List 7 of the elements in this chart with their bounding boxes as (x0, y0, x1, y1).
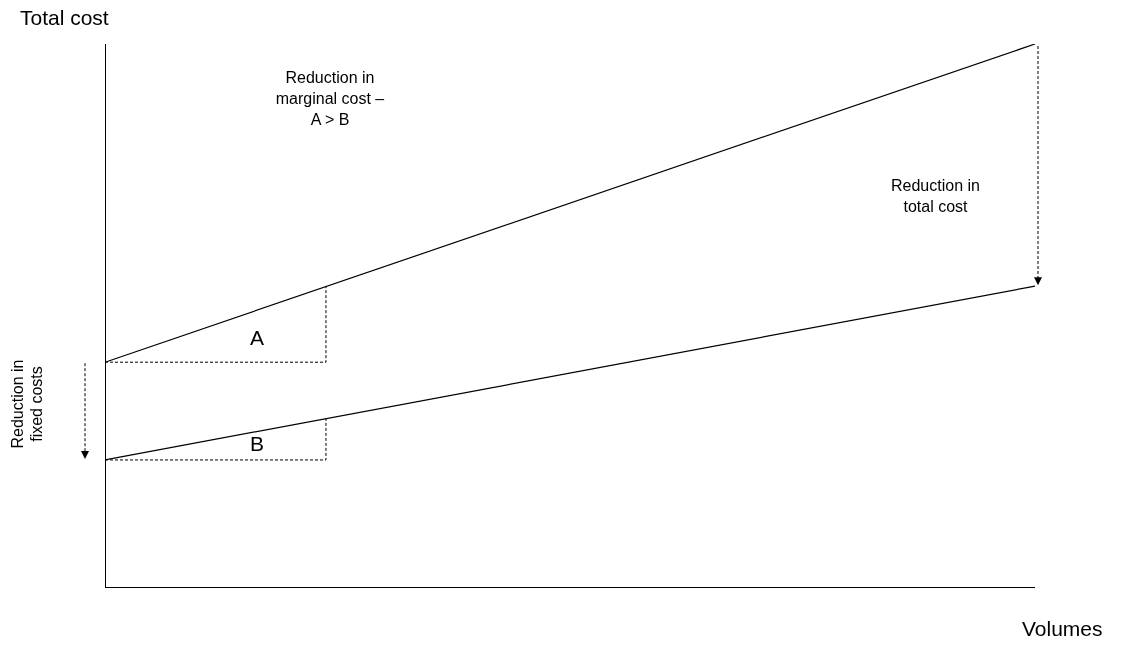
annotation: A (250, 326, 265, 350)
annotation: Reduction in total cost (890, 176, 981, 217)
annotation: Reduction in fixed costs (8, 358, 46, 451)
x-axis-title: Volumes (1022, 617, 1103, 641)
y-axis-title: Total cost (20, 6, 109, 30)
annotation: B (250, 432, 265, 456)
annotation: Reduction in marginal cost – A > B (274, 68, 386, 130)
